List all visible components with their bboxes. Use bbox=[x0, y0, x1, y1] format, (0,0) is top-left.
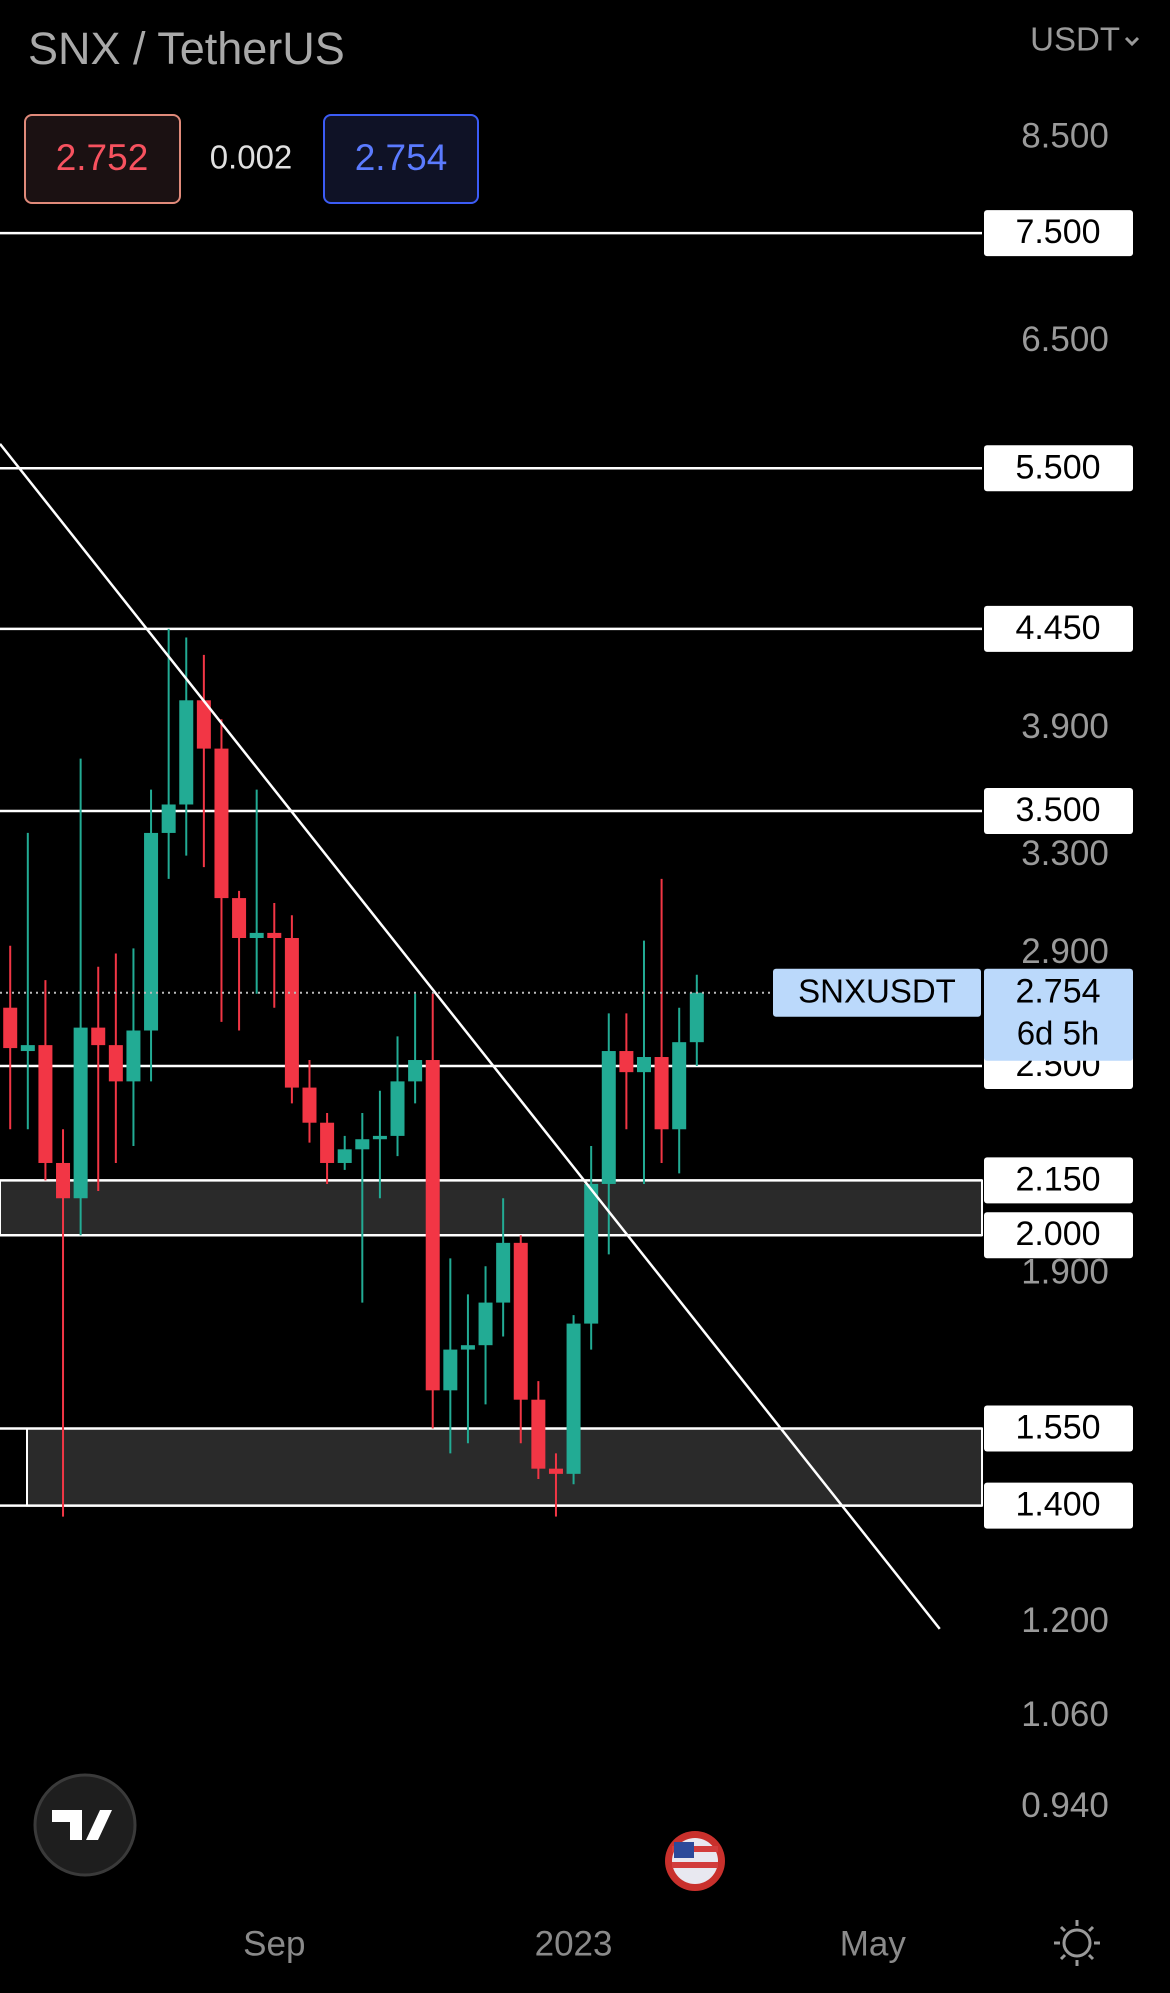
symbol-label-box bbox=[773, 968, 981, 1017]
buy-button[interactable] bbox=[323, 114, 479, 204]
candle-body bbox=[126, 1030, 141, 1082]
candle-body bbox=[513, 1242, 528, 1400]
level-label-box bbox=[984, 445, 1133, 492]
candle-body bbox=[460, 1345, 475, 1350]
candle-body bbox=[408, 1060, 423, 1082]
y-tick-label: 0.940 bbox=[1021, 1786, 1109, 1825]
dropdown-caret bbox=[1124, 36, 1140, 47]
candle-body bbox=[302, 1087, 317, 1123]
level-label: 4.450 bbox=[1015, 609, 1100, 647]
y-tick-label: 6.500 bbox=[1021, 320, 1109, 359]
level-label: 3.500 bbox=[1015, 791, 1100, 829]
candle-body bbox=[20, 1045, 35, 1052]
last-price-box bbox=[984, 968, 1133, 1061]
candle-body bbox=[38, 1045, 53, 1163]
countdown: 6d 5h bbox=[1017, 1014, 1100, 1051]
level-label-box bbox=[984, 605, 1133, 652]
flag-canton bbox=[674, 1842, 694, 1858]
settings-icon[interactable] bbox=[1062, 1928, 1092, 1958]
candle-body bbox=[689, 992, 704, 1043]
level-label-box bbox=[984, 1212, 1133, 1259]
logo-icon bbox=[52, 1810, 112, 1840]
candle-body bbox=[566, 1323, 581, 1474]
candle-body bbox=[372, 1135, 387, 1140]
candle-body bbox=[214, 748, 229, 899]
zone bbox=[0, 1179, 983, 1237]
level-label: 5.500 bbox=[1015, 448, 1100, 486]
candle-body bbox=[108, 1045, 123, 1082]
candle-body bbox=[91, 1027, 106, 1046]
y-tick-label: 3.300 bbox=[1021, 834, 1109, 873]
candle-body bbox=[73, 1027, 88, 1199]
candle-body bbox=[337, 1149, 352, 1163]
candle-body bbox=[249, 932, 264, 939]
candle-body bbox=[443, 1349, 458, 1391]
candle-body bbox=[56, 1162, 71, 1199]
candle-body bbox=[144, 832, 159, 1031]
candle-body bbox=[355, 1139, 370, 1150]
candle-body bbox=[284, 938, 299, 1088]
y-tick-label: 1.200 bbox=[1021, 1601, 1109, 1640]
zone bbox=[26, 1427, 983, 1507]
level-label: 2.000 bbox=[1015, 1215, 1100, 1253]
symbol-label: SNXUSDT bbox=[798, 972, 956, 1009]
level-label: 1.400 bbox=[1015, 1486, 1100, 1524]
y-tick-label: 1.060 bbox=[1021, 1695, 1109, 1734]
chart-title: SNX / TetherUS bbox=[28, 23, 345, 74]
candle-body bbox=[3, 1007, 18, 1049]
y-tick-label: 2.900 bbox=[1021, 932, 1109, 971]
plot-area bbox=[0, 231, 983, 1630]
candle-body bbox=[161, 804, 176, 833]
candle-body bbox=[196, 700, 211, 749]
candle-body bbox=[619, 1051, 634, 1073]
candle-body bbox=[179, 700, 194, 805]
candle-body bbox=[601, 1051, 616, 1184]
candle-body bbox=[548, 1468, 563, 1474]
sell-button[interactable] bbox=[24, 114, 181, 204]
x-tick-label: 2023 bbox=[535, 1924, 613, 1963]
candle-body bbox=[496, 1242, 511, 1303]
candle-body bbox=[267, 932, 282, 939]
level-label-box bbox=[984, 1482, 1133, 1529]
logo-button[interactable] bbox=[33, 1773, 137, 1877]
level-label-box bbox=[984, 1157, 1133, 1204]
candle-body bbox=[672, 1042, 687, 1130]
bid-price: 2.752 bbox=[56, 137, 149, 178]
candle-body bbox=[636, 1057, 651, 1073]
spread: 0.002 bbox=[210, 139, 293, 176]
candle-body bbox=[531, 1399, 546, 1469]
candle-body bbox=[425, 1060, 440, 1391]
y-tick-label: 8.500 bbox=[1021, 116, 1109, 155]
candle-body bbox=[584, 1183, 599, 1324]
last-price-label: 2.754 bbox=[1015, 973, 1100, 1011]
candle-body bbox=[654, 1057, 669, 1130]
candle-body bbox=[478, 1302, 493, 1346]
flag-stripe bbox=[672, 1862, 718, 1868]
candle-body bbox=[390, 1081, 405, 1136]
level-label: 1.550 bbox=[1015, 1408, 1100, 1446]
y-tick-label: 3.900 bbox=[1021, 707, 1109, 746]
x-tick-label: Sep bbox=[243, 1924, 305, 1963]
level-label: 2.150 bbox=[1015, 1160, 1100, 1198]
level-label-box bbox=[984, 1405, 1133, 1452]
candle-body bbox=[232, 898, 247, 939]
y-tick-label: 1.900 bbox=[1021, 1252, 1109, 1291]
flag-stripe bbox=[672, 1846, 718, 1852]
level-label: 7.500 bbox=[1015, 213, 1100, 251]
ask-price: 2.754 bbox=[355, 137, 448, 178]
candle-body bbox=[320, 1122, 335, 1163]
level-label-box bbox=[984, 787, 1133, 834]
trendline bbox=[0, 443, 941, 1630]
x-tick-label: May bbox=[840, 1924, 907, 1963]
currency-selector[interactable]: USDT bbox=[1030, 21, 1120, 58]
level-label-box bbox=[984, 210, 1133, 257]
settings-rays bbox=[1054, 1920, 1100, 1966]
